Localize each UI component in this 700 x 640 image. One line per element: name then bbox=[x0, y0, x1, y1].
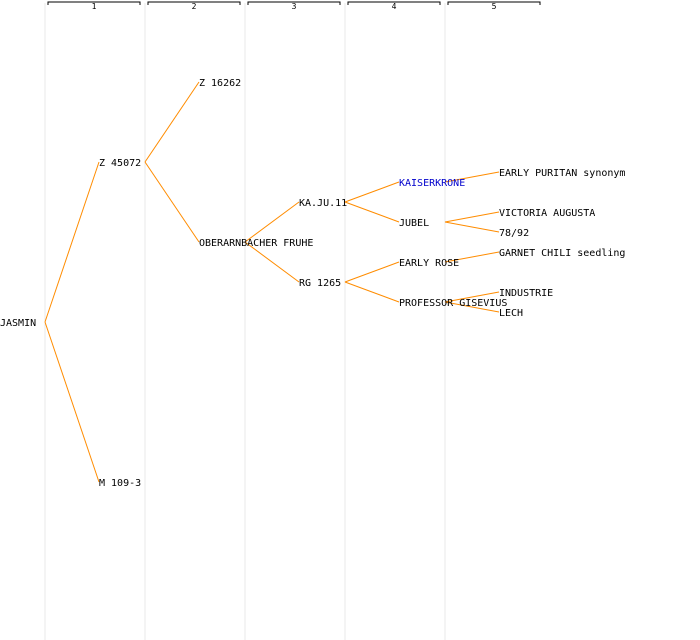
pedigree-edge bbox=[344, 261, 400, 283]
generation-bracket bbox=[347, 1, 441, 5]
pedigree-labels: JASMIN Z 45072 M 109-3 Z 16262 OBERARNBACHER… bbox=[0, 78, 625, 489]
generation-number: 5 bbox=[492, 2, 497, 11]
pedigree-node-earlypuritan: EARLY PURITAN synonym bbox=[499, 168, 625, 179]
pedigree-node-jubel: JUBEL bbox=[399, 218, 429, 229]
pedigree-edge bbox=[444, 211, 500, 223]
pedigree-edge bbox=[44, 321, 100, 483]
pedigree-node-n7892: 78/92 bbox=[499, 228, 529, 239]
pedigree-edge bbox=[44, 161, 100, 323]
pedigree-edge bbox=[344, 281, 400, 303]
generation-bracket bbox=[147, 1, 241, 5]
pedigree-node-z45072: Z 45072 bbox=[99, 158, 141, 169]
pedigree-edges bbox=[44, 81, 500, 483]
pedigree-edge bbox=[444, 171, 500, 183]
pedigree-node-rg1265: RG 1265 bbox=[299, 278, 341, 289]
pedigree-edge bbox=[444, 301, 500, 313]
generation-bracket bbox=[447, 1, 541, 5]
pedigree-node-jasmin: JASMIN bbox=[0, 318, 36, 329]
pedigree-edge bbox=[444, 251, 500, 263]
pedigree-node-garnetchili: GARNET CHILI seedling bbox=[499, 248, 625, 259]
generation-number: 2 bbox=[192, 2, 197, 11]
pedigree-node-kaiserkrone[interactable]: KAISERKRONE bbox=[399, 178, 465, 189]
pedigree-node-z16262: Z 16262 bbox=[199, 78, 241, 89]
pedigree-node-gisevius: PROFESSOR GISEVIUS bbox=[399, 298, 507, 309]
generation-number: 3 bbox=[292, 2, 297, 11]
pedigree-edge bbox=[344, 181, 400, 203]
pedigree-edge bbox=[344, 201, 400, 223]
generation-bracket bbox=[247, 1, 341, 5]
pedigree-edge bbox=[444, 221, 500, 233]
generation-bracket bbox=[47, 1, 141, 5]
generation-number: 4 bbox=[392, 2, 397, 11]
generation-columns bbox=[44, 3, 446, 640]
pedigree-node-m1093: M 109-3 bbox=[99, 478, 141, 489]
pedigree-node-oberarnbacher: OBERARNBACHER FRUHE bbox=[199, 238, 313, 249]
pedigree-node-victoria: VICTORIA AUGUSTA bbox=[499, 208, 595, 219]
pedigree-node-kaju11: KA.JU.11 bbox=[299, 198, 347, 209]
generation-number: 1 bbox=[92, 2, 97, 11]
pedigree-edge bbox=[244, 241, 300, 283]
pedigree-edge bbox=[444, 291, 500, 303]
pedigree-edge bbox=[244, 201, 300, 243]
pedigree-node-earlyrose: EARLY ROSE bbox=[399, 258, 459, 269]
pedigree-node-industrie: INDUSTRIE bbox=[499, 288, 553, 299]
pedigree-edge bbox=[144, 161, 200, 243]
pedigree-node-lech: LECH bbox=[499, 308, 523, 319]
generation-header: 1 2 3 4 5 bbox=[47, 1, 541, 11]
pedigree-edge bbox=[144, 81, 200, 163]
